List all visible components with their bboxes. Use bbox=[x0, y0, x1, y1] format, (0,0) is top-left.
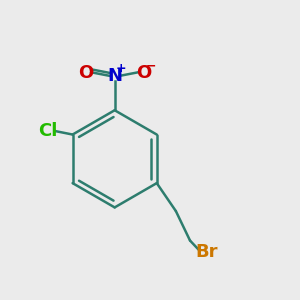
Text: O: O bbox=[78, 64, 93, 82]
Text: −: − bbox=[146, 60, 156, 73]
Text: O: O bbox=[136, 64, 151, 82]
Text: Br: Br bbox=[195, 243, 218, 261]
Text: +: + bbox=[116, 62, 126, 75]
Text: Cl: Cl bbox=[38, 122, 57, 140]
Text: N: N bbox=[107, 68, 122, 85]
